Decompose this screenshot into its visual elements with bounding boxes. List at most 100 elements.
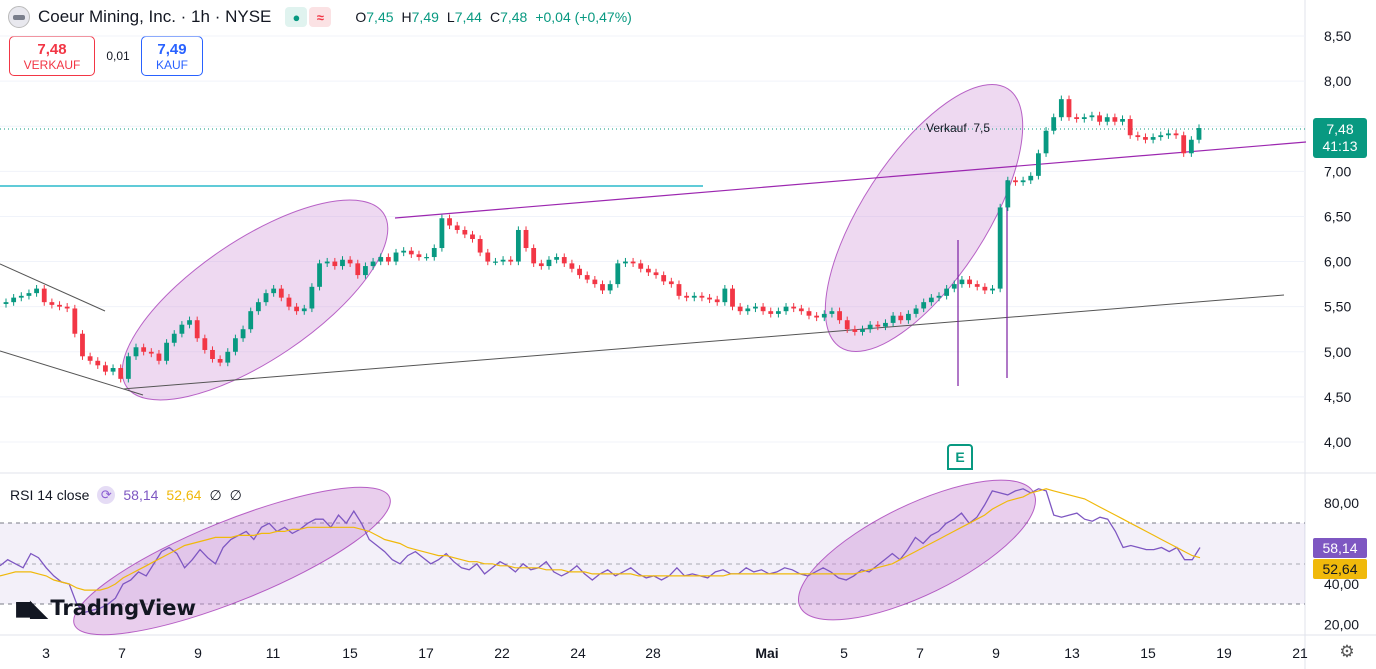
candle-body bbox=[1066, 99, 1072, 118]
candle-body bbox=[233, 338, 238, 352]
candle-body bbox=[347, 259, 353, 264]
candle-body bbox=[1005, 180, 1011, 208]
candle-body bbox=[699, 295, 705, 298]
candle-body bbox=[255, 302, 261, 312]
candle-body bbox=[577, 268, 582, 276]
candle-body bbox=[500, 259, 506, 262]
candle-body bbox=[982, 286, 988, 291]
price-grid bbox=[0, 35, 1305, 443]
candle-body bbox=[1120, 119, 1125, 122]
buy-price: 7,49 bbox=[157, 40, 187, 58]
candle-body bbox=[41, 288, 47, 303]
trendline-support bbox=[122, 294, 1285, 390]
price-tick-label: 7,00 bbox=[1324, 163, 1351, 179]
candle-body bbox=[883, 322, 888, 327]
candle-body bbox=[691, 295, 697, 298]
last-price-tag: 7,48 41:13 bbox=[1313, 118, 1367, 158]
price-tick-label: 8,50 bbox=[1324, 28, 1351, 44]
candle-body bbox=[248, 311, 254, 330]
gear-icon[interactable]: ⚙ bbox=[1339, 642, 1355, 661]
price-tick-label: 4,00 bbox=[1324, 434, 1351, 450]
candle-body bbox=[1150, 137, 1156, 140]
trendline-down bbox=[0, 263, 106, 312]
rsi-legend: RSI 14 close ⟳ 58,14 52,64 ∅ ∅ bbox=[10, 486, 242, 504]
candle-body bbox=[913, 308, 919, 314]
candle-body bbox=[821, 313, 827, 318]
candle-body bbox=[783, 306, 789, 312]
candle-body bbox=[493, 261, 498, 263]
tradingview-logo[interactable]: ◼◣ TradingView bbox=[14, 594, 196, 622]
candle-body bbox=[1043, 130, 1049, 154]
candle-body bbox=[775, 311, 781, 314]
time-tick-label: 24 bbox=[570, 645, 586, 661]
symbol-title[interactable]: Coeur Mining, Inc. · 1h · NYSE bbox=[38, 7, 272, 26]
rsi-name[interactable]: RSI 14 close bbox=[10, 487, 90, 503]
candle-body bbox=[34, 288, 39, 294]
candle-body bbox=[531, 248, 537, 264]
candle-body bbox=[64, 306, 70, 309]
rsi-tick-label: 20,00 bbox=[1324, 617, 1359, 633]
market-open-icon[interactable]: ● bbox=[285, 7, 308, 27]
candle-body bbox=[829, 311, 835, 314]
candle-body bbox=[653, 272, 659, 276]
candle-body bbox=[867, 324, 873, 330]
candle-body bbox=[454, 225, 460, 230]
candle-body bbox=[103, 365, 108, 372]
candle-body bbox=[133, 347, 139, 357]
earnings-marker[interactable]: E bbox=[947, 444, 973, 470]
candle-body bbox=[26, 293, 32, 296]
candle-body bbox=[317, 263, 322, 287]
candle-body bbox=[1196, 128, 1202, 140]
ohlc-open: O7,45 bbox=[355, 9, 394, 25]
candle-body bbox=[110, 368, 116, 372]
candle-body bbox=[944, 288, 950, 296]
refresh-icon[interactable]: ⟳ bbox=[97, 486, 116, 504]
candle-body bbox=[1097, 115, 1102, 122]
candle-body bbox=[179, 324, 185, 334]
rsi-value-tag: 58,14 bbox=[1313, 538, 1367, 558]
candle-body bbox=[936, 295, 942, 298]
candle-body bbox=[240, 329, 246, 339]
candle-body bbox=[355, 263, 361, 276]
candle-body bbox=[1074, 117, 1080, 120]
candle-body bbox=[798, 308, 804, 312]
ohlc-close: C7,48 bbox=[489, 9, 528, 25]
candle-body bbox=[1028, 175, 1034, 181]
empty-value-1: ∅ bbox=[209, 486, 222, 503]
trendline-resistance bbox=[394, 141, 1307, 219]
candle-body bbox=[202, 338, 208, 350]
candle-body bbox=[194, 320, 200, 339]
candle-body bbox=[1013, 180, 1018, 183]
candle-body bbox=[80, 333, 85, 357]
empty-value-2: ∅ bbox=[229, 486, 242, 503]
candle-body bbox=[1127, 119, 1133, 136]
candle-body bbox=[210, 349, 215, 359]
candle-body bbox=[1104, 117, 1110, 122]
candle-body bbox=[217, 358, 223, 363]
candle-body bbox=[3, 302, 9, 304]
candle-body bbox=[607, 284, 613, 291]
candle-body bbox=[714, 299, 720, 303]
sell-price: 7,48 bbox=[37, 40, 67, 58]
candle-body bbox=[630, 261, 636, 264]
candle-body bbox=[1089, 115, 1095, 118]
wave-icon[interactable]: ≈ bbox=[309, 7, 332, 27]
candle-body bbox=[844, 320, 850, 330]
candle-body bbox=[538, 263, 544, 267]
candle-body bbox=[1051, 117, 1057, 131]
price-tick-label: 8,00 bbox=[1324, 73, 1351, 89]
candle-body bbox=[332, 261, 338, 267]
sell-button[interactable]: 7,48 VERKAUF bbox=[9, 36, 95, 76]
candle-body bbox=[378, 257, 384, 262]
time-tick-label: 17 bbox=[418, 645, 434, 661]
price-tick-label: 6,00 bbox=[1324, 254, 1351, 270]
candle-body bbox=[324, 261, 330, 264]
sell-label: VERKAUF bbox=[23, 57, 81, 72]
time-tick-label: 5 bbox=[840, 645, 848, 661]
symbol-logo-icon[interactable] bbox=[8, 6, 30, 28]
candle-body bbox=[1112, 117, 1118, 122]
price-axis: 8,508,007,507,006,506,005,505,004,504,00… bbox=[1324, 28, 1359, 633]
last-price-value: 7,48 bbox=[1326, 121, 1354, 137]
candle-body bbox=[645, 268, 651, 273]
